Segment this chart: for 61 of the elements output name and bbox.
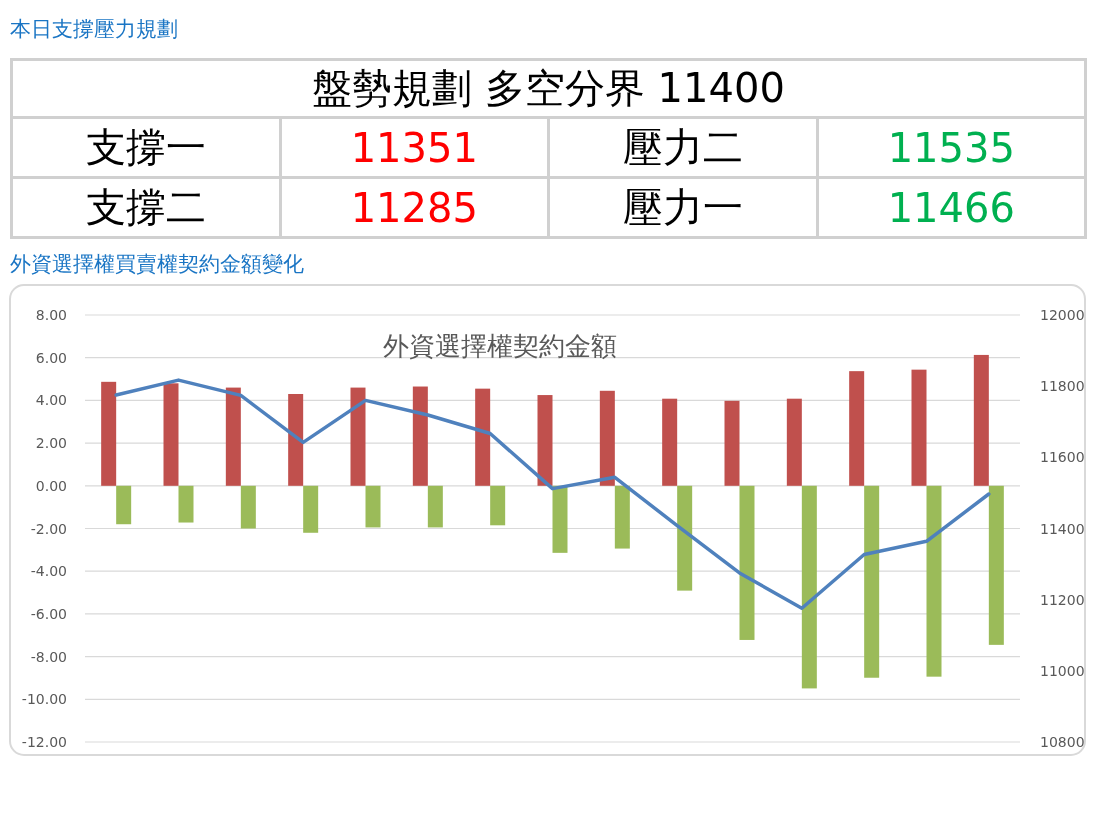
bar <box>412 386 428 486</box>
bar <box>303 485 319 533</box>
bar <box>240 485 256 529</box>
text: 11466 <box>817 177 1086 238</box>
y2-tick-label: 11800 <box>1040 378 1085 395</box>
y-tick-label: 4.00 <box>35 392 67 409</box>
bar <box>116 485 132 525</box>
bar <box>552 485 568 553</box>
bar <box>163 383 179 486</box>
bar <box>178 485 194 523</box>
text: 本日支撐壓力規劃 <box>10 16 179 43</box>
bar <box>288 394 304 486</box>
bar <box>614 485 630 549</box>
line-series <box>114 378 991 610</box>
text: 11285 <box>280 177 549 238</box>
bar <box>225 387 241 486</box>
text: 壓力一 <box>548 177 817 238</box>
y-tick-label: -12.00 <box>21 734 67 750</box>
y2-tick-label: 11600 <box>1040 449 1085 466</box>
y-tick-label: 6.00 <box>35 349 67 366</box>
y2-tick-label: 11400 <box>1040 520 1085 537</box>
bar <box>662 398 678 486</box>
bar <box>849 371 865 486</box>
y-tick-label: 0.00 <box>35 477 67 494</box>
y-tick-label: -2.00 <box>30 520 67 537</box>
y-tick-label: 8.00 <box>35 307 67 323</box>
bar <box>677 485 693 591</box>
bar <box>786 398 802 486</box>
bar <box>475 388 491 486</box>
text: 外資選擇權契約金額 <box>383 331 617 361</box>
text: 壓力二 <box>548 117 817 178</box>
y-tick-label: 2.00 <box>35 435 67 452</box>
bar <box>926 485 942 677</box>
chart-title: 外資選擇權買賣權契約金額變化 <box>10 251 305 278</box>
y2-tick-label: 10800 <box>1040 734 1085 750</box>
text: 支撐二 <box>11 177 280 238</box>
bar <box>724 400 740 486</box>
y-tick-label: -10.00 <box>21 691 67 708</box>
bar <box>801 485 817 689</box>
text: 11351 <box>280 117 549 178</box>
text: 盤勢規劃 多空分界 11400 <box>11 59 1086 118</box>
bar <box>988 485 1004 645</box>
y-tick-label: -8.00 <box>30 648 67 665</box>
y-tick-label: -6.00 <box>30 605 67 622</box>
text: 支撐一 <box>11 117 280 178</box>
bar <box>739 485 755 640</box>
y-tick-label: -4.00 <box>30 563 67 580</box>
bar <box>599 390 615 486</box>
y2-tick-label: 11000 <box>1040 662 1085 679</box>
y2-tick-label: 11200 <box>1040 591 1085 608</box>
bar <box>427 485 443 528</box>
bar <box>365 485 381 528</box>
bar <box>350 387 366 486</box>
bar <box>973 354 989 486</box>
text: 11535 <box>817 117 1086 178</box>
bar <box>101 381 117 486</box>
y2-tick-label: 12000 <box>1040 307 1085 323</box>
bar <box>537 395 553 486</box>
bar <box>864 485 880 678</box>
bar <box>490 485 506 526</box>
bar <box>911 369 927 486</box>
